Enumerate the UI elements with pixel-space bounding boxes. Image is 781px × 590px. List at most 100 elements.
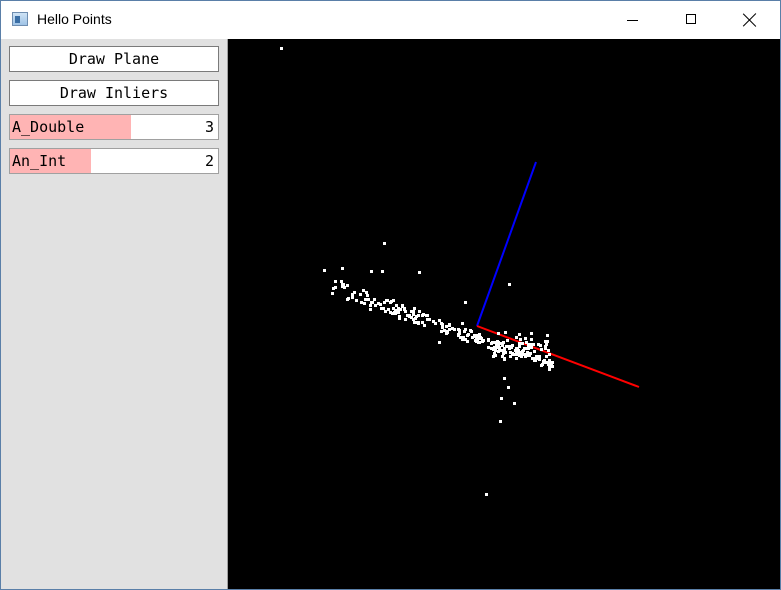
cloud-point bbox=[509, 355, 512, 358]
cloud-point bbox=[471, 336, 474, 339]
cloud-point bbox=[509, 351, 512, 354]
cloud-point bbox=[363, 302, 366, 305]
cloud-point bbox=[545, 343, 548, 346]
cloud-point bbox=[391, 312, 394, 315]
cloud-point bbox=[332, 287, 335, 290]
cloud-point bbox=[404, 310, 407, 313]
slider-value: 2 bbox=[204, 152, 214, 170]
minimize-button[interactable] bbox=[604, 1, 662, 39]
cloud-point bbox=[364, 298, 367, 301]
cloud-point bbox=[525, 341, 528, 344]
cloud-point bbox=[331, 292, 334, 295]
cloud-point bbox=[346, 298, 349, 301]
minimize-icon bbox=[627, 20, 638, 21]
cloud-point bbox=[477, 341, 480, 344]
cloud-point bbox=[521, 342, 524, 345]
cloud-point bbox=[518, 354, 521, 357]
cloud-point bbox=[412, 310, 415, 313]
cloud-point bbox=[393, 311, 396, 314]
cloud-point bbox=[543, 359, 546, 362]
z-axis bbox=[476, 161, 537, 327]
cloud-point bbox=[421, 321, 424, 324]
cloud-point bbox=[458, 329, 461, 332]
cloud-point bbox=[398, 315, 401, 318]
slider-fill bbox=[10, 115, 131, 139]
cloud-point bbox=[508, 283, 511, 286]
cloud-point bbox=[390, 300, 393, 303]
cloud-point bbox=[546, 361, 549, 364]
cloud-point bbox=[501, 344, 504, 347]
cloud-point bbox=[515, 336, 518, 339]
cloud-point bbox=[523, 353, 526, 356]
cloud-point bbox=[446, 331, 449, 334]
cloud-point bbox=[520, 355, 523, 358]
point-cloud-canvas[interactable] bbox=[228, 39, 780, 589]
cloud-point bbox=[380, 307, 383, 310]
cloud-point bbox=[487, 339, 490, 342]
cloud-point bbox=[473, 334, 476, 337]
cloud-point bbox=[366, 294, 369, 297]
cloud-point bbox=[408, 315, 411, 318]
cloud-point bbox=[392, 299, 395, 302]
cloud-point bbox=[523, 347, 526, 350]
cloud-point bbox=[537, 343, 540, 346]
cloud-point bbox=[351, 296, 354, 299]
cloud-point bbox=[518, 342, 521, 345]
cloud-point bbox=[323, 269, 326, 272]
window-title: Hello Points bbox=[37, 11, 112, 27]
cloud-point bbox=[548, 353, 551, 356]
cloud-point bbox=[521, 350, 524, 353]
cloud-point bbox=[428, 318, 431, 321]
cloud-point bbox=[493, 352, 496, 355]
cloud-point bbox=[543, 361, 546, 364]
cloud-point bbox=[501, 349, 504, 352]
cloud-point bbox=[502, 352, 505, 355]
cloud-point bbox=[530, 343, 533, 346]
cloud-point bbox=[418, 271, 421, 274]
an-int-slider[interactable]: An_Int 2 bbox=[9, 148, 219, 174]
cloud-point bbox=[410, 316, 413, 319]
cloud-point bbox=[453, 328, 456, 331]
cloud-point bbox=[464, 338, 467, 341]
3d-viewport[interactable] bbox=[228, 39, 780, 589]
cloud-point bbox=[395, 304, 398, 307]
cloud-point bbox=[360, 301, 363, 304]
a-double-slider[interactable]: A_Double 3 bbox=[9, 114, 219, 140]
cloud-point bbox=[514, 349, 517, 352]
cloud-point bbox=[528, 354, 531, 357]
cloud-point bbox=[415, 315, 418, 318]
cloud-point bbox=[381, 270, 384, 273]
cloud-point bbox=[342, 283, 345, 286]
cloud-point bbox=[518, 333, 521, 336]
cloud-point bbox=[531, 357, 534, 360]
cloud-point bbox=[451, 327, 454, 330]
cloud-point bbox=[396, 310, 399, 313]
slider-value: 3 bbox=[204, 118, 214, 136]
cloud-point bbox=[438, 341, 441, 344]
cloud-point bbox=[441, 326, 444, 329]
cloud-point bbox=[493, 346, 496, 349]
maximize-button[interactable] bbox=[662, 1, 720, 39]
cloud-point bbox=[505, 345, 508, 348]
cloud-point bbox=[369, 304, 372, 307]
cloud-point bbox=[548, 364, 551, 367]
cloud-point bbox=[470, 330, 473, 333]
cloud-point bbox=[334, 280, 337, 283]
draw-inliers-button[interactable]: Draw Inliers bbox=[9, 80, 219, 106]
draw-plane-button[interactable]: Draw Plane bbox=[9, 46, 219, 72]
cloud-point bbox=[417, 314, 420, 317]
cloud-point bbox=[461, 338, 464, 341]
slider-label: A_Double bbox=[12, 118, 85, 136]
cloud-point bbox=[384, 310, 387, 313]
cloud-point bbox=[377, 302, 380, 305]
cloud-point bbox=[379, 303, 382, 306]
cloud-point bbox=[362, 289, 365, 292]
cloud-point bbox=[507, 386, 510, 389]
cloud-point bbox=[457, 333, 460, 336]
title-bar[interactable]: Hello Points bbox=[1, 1, 780, 39]
cloud-point bbox=[478, 333, 481, 336]
close-button[interactable] bbox=[721, 1, 779, 39]
cloud-point bbox=[445, 325, 448, 328]
cloud-point bbox=[373, 298, 376, 301]
cloud-point bbox=[518, 352, 521, 355]
